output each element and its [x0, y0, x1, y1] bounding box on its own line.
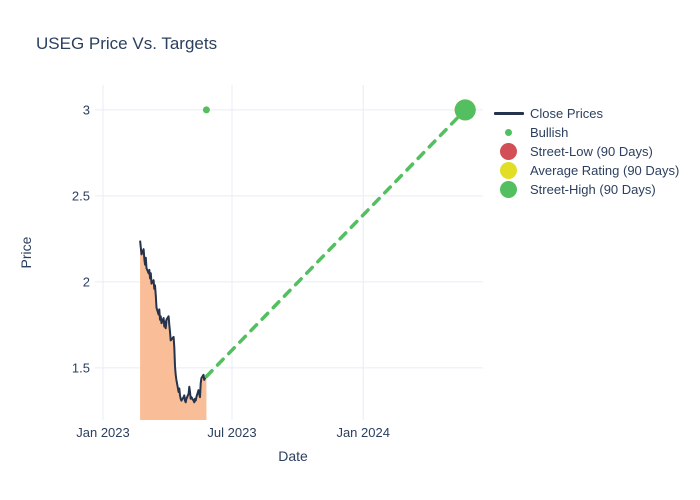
- average-rating-circle-icon: [493, 162, 524, 179]
- svg-text:Date: Date: [278, 448, 308, 464]
- svg-text:2: 2: [83, 274, 90, 289]
- legend-label: Average Rating (90 Days): [530, 163, 680, 178]
- legend-label: Street-Low (90 Days): [530, 144, 653, 159]
- legend-label: Street-High (90 Days): [530, 182, 656, 197]
- svg-text:Price: Price: [18, 236, 34, 268]
- svg-text:3: 3: [83, 102, 90, 117]
- legend-item-bullish[interactable]: Bullish: [493, 123, 679, 142]
- legend-item-street-low[interactable]: Street-Low (90 Days): [493, 142, 679, 161]
- close-prices-line-icon: [493, 112, 524, 115]
- page-title: USEG Price Vs. Targets: [36, 34, 218, 53]
- svg-text:Jan 2024: Jan 2024: [336, 425, 390, 440]
- street-low-circle-icon: [493, 143, 524, 160]
- legend-label: Bullish: [530, 125, 569, 140]
- svg-text:1.5: 1.5: [72, 360, 90, 375]
- bullish-dot-icon: [493, 129, 524, 136]
- legend-item-street-high[interactable]: Street-High (90 Days): [493, 180, 679, 199]
- legend-item-average-rating[interactable]: Average Rating (90 Days): [493, 161, 679, 180]
- street-high-circle-icon: [493, 181, 524, 198]
- svg-text:2.5: 2.5: [72, 188, 90, 203]
- legend-label: Close Prices: [530, 106, 603, 121]
- svg-text:Jan 2023: Jan 2023: [76, 425, 130, 440]
- legend-item-close-prices[interactable]: Close Prices: [493, 104, 679, 123]
- legend: Close Prices Bullish Street-Low (90 Days…: [493, 104, 679, 199]
- svg-text:Jul 2023: Jul 2023: [207, 425, 256, 440]
